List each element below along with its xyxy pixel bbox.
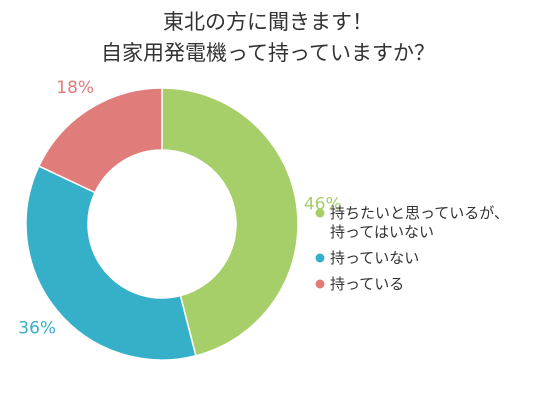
chart-title: 東北の方に聞きます！ 自家用発電機って持っていますか？	[101, 10, 435, 65]
chart-title-line-1: 東北の方に聞きます！	[163, 10, 373, 34]
legend-marker-3	[315, 279, 325, 289]
chart-title-line-2: 自家用発電機って持っていますか？	[101, 41, 435, 65]
slice-label-2: 36%	[18, 318, 56, 338]
slice-label-1: 46%	[304, 195, 342, 215]
donut-slices	[25, 87, 299, 361]
legend-label-3: 持っている	[330, 275, 404, 293]
donut-slice-3	[37, 87, 163, 194]
donut-slice-1	[161, 87, 299, 357]
legend-marker-2	[315, 253, 325, 263]
legend-label-1-line-2: 持ってはいない	[330, 223, 434, 241]
donut-slice-2	[25, 165, 197, 361]
legend-label-1-line-1: 持ちたいと思っているが、	[330, 204, 509, 222]
legend-marker-1	[315, 208, 325, 218]
percentage-labels: 46% 36% 18%	[18, 78, 341, 338]
legend-label-2: 持っていない	[330, 249, 419, 267]
slice-label-3: 18%	[56, 78, 94, 98]
